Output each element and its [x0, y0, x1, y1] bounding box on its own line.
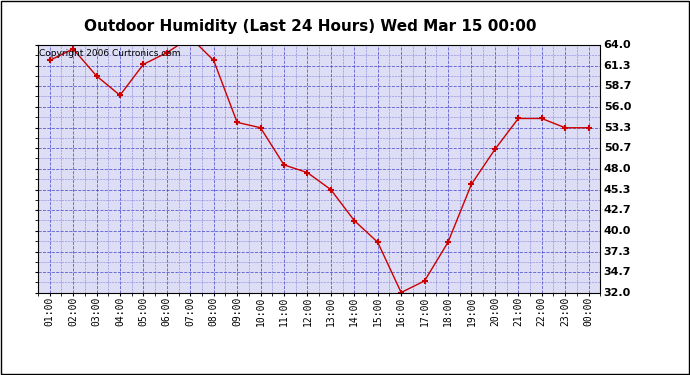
Text: 53.3: 53.3 — [604, 123, 631, 133]
Text: 56.0: 56.0 — [604, 102, 631, 112]
Text: 61.3: 61.3 — [604, 61, 631, 71]
Text: Outdoor Humidity (Last 24 Hours) Wed Mar 15 00:00: Outdoor Humidity (Last 24 Hours) Wed Mar… — [84, 19, 537, 34]
Text: 40.0: 40.0 — [604, 226, 631, 236]
Text: 42.7: 42.7 — [604, 205, 631, 215]
Text: 45.3: 45.3 — [604, 184, 631, 195]
Text: 34.7: 34.7 — [604, 267, 631, 277]
Text: 50.7: 50.7 — [604, 143, 631, 153]
Text: 58.7: 58.7 — [604, 81, 631, 91]
Text: 48.0: 48.0 — [604, 164, 631, 174]
Text: Copyright 2006 Curtronics.com: Copyright 2006 Curtronics.com — [39, 49, 181, 58]
Text: 37.3: 37.3 — [604, 246, 631, 256]
Text: 32.0: 32.0 — [604, 288, 631, 297]
Text: 64.0: 64.0 — [604, 40, 631, 50]
